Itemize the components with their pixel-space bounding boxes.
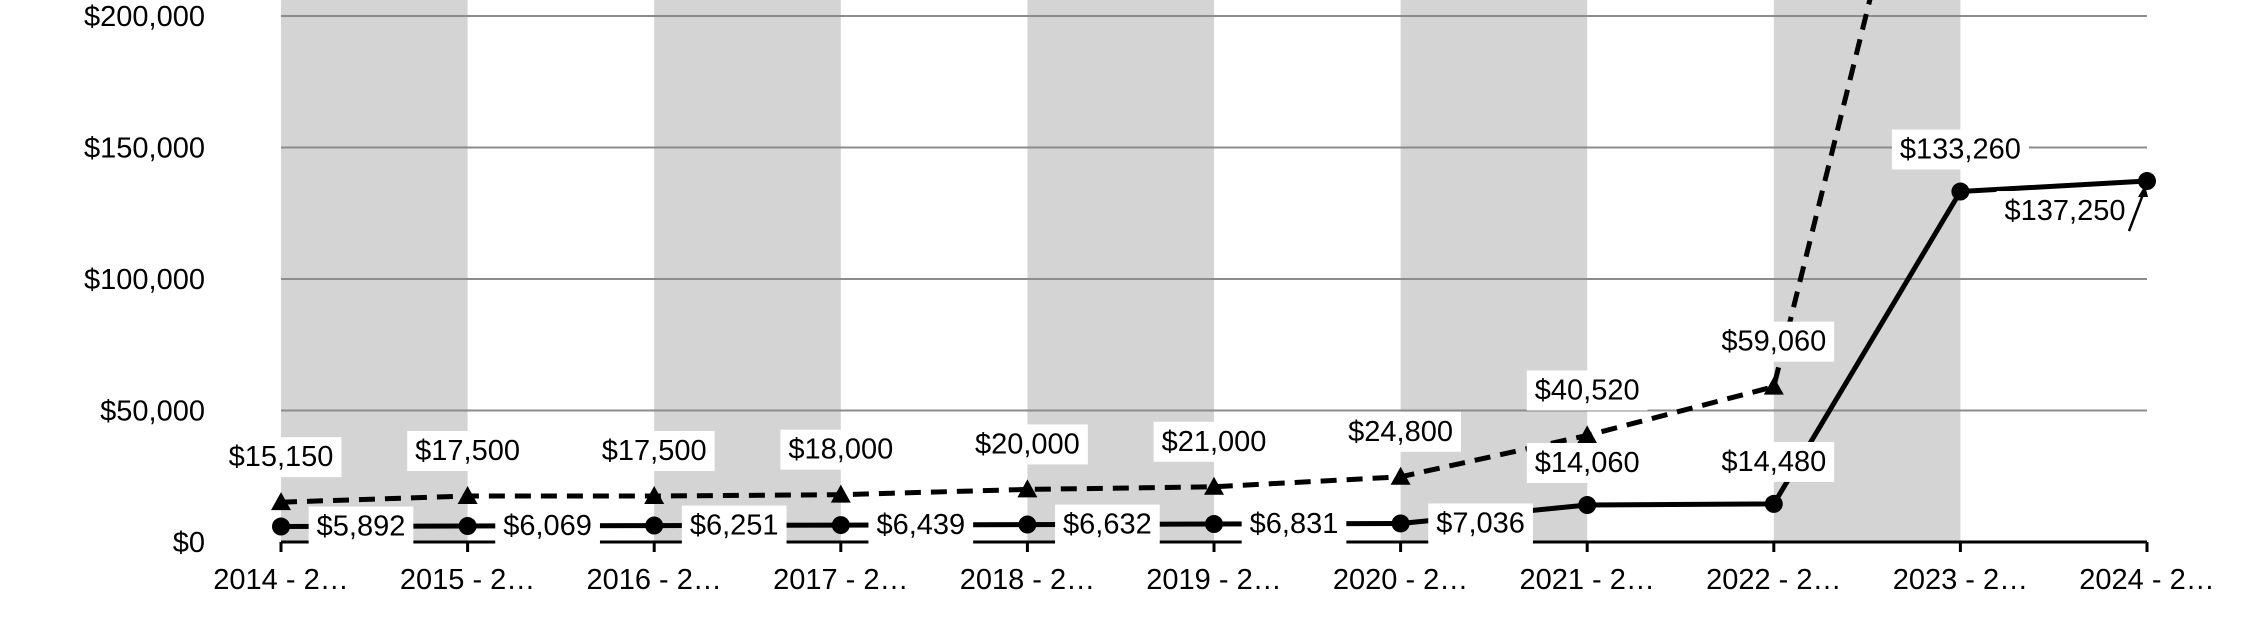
x-tick-label: 2018 - 2…: [960, 564, 1095, 596]
triangle-marker: [644, 485, 665, 504]
svg-text:$6,251: $6,251: [690, 510, 779, 542]
svg-text:$133,260: $133,260: [1900, 134, 2021, 166]
y-tick-label: $50,000: [100, 396, 205, 428]
circle-marker: [1764, 494, 1783, 513]
data-label: $40,520: [1526, 370, 1648, 411]
triangle-marker: [830, 484, 851, 503]
svg-text:$24,800: $24,800: [1348, 416, 1453, 448]
y-tick-label: $150,000: [84, 133, 205, 165]
x-tick-label: 2015 - 2…: [400, 564, 535, 596]
y-tick-label: $200,000: [84, 1, 205, 33]
data-label: $15,150: [220, 437, 342, 478]
data-label: $59,060: [1713, 321, 1835, 362]
x-tick-label: 2017 - 2…: [773, 564, 908, 596]
x-tick-label: 2021 - 2…: [1519, 564, 1654, 596]
svg-text:$14,060: $14,060: [1535, 447, 1640, 479]
svg-text:$6,069: $6,069: [503, 510, 592, 542]
data-label: $6,069: [495, 506, 600, 547]
x-tick-label: 2014 - 2…: [213, 564, 348, 596]
x-tick-label: 2022 - 2…: [1706, 564, 1841, 596]
data-label: $24,800: [1340, 411, 1462, 452]
circle-marker: [458, 517, 477, 536]
data-label: $14,060: [1526, 443, 1648, 484]
data-label: $20,000: [966, 424, 1088, 465]
data-label: $5,892: [308, 506, 414, 547]
data-label: $18,000: [780, 429, 902, 470]
data-label: $21,000: [1153, 421, 1275, 462]
svg-text:$5,892: $5,892: [317, 511, 406, 543]
x-tick-label: 2020 - 2…: [1333, 564, 1468, 596]
data-label: $137,250: [1996, 191, 2134, 232]
circle-marker: [1205, 515, 1223, 534]
data-label: $6,831: [1241, 504, 1347, 545]
series-markers: [271, 172, 2156, 536]
data-label: $7,036: [1428, 503, 1533, 544]
svg-text:$40,520: $40,520: [1535, 374, 1640, 406]
circle-marker: [1578, 496, 1597, 515]
x-tick-label: 2019 - 2…: [1146, 564, 1281, 596]
y-tick-label: $0: [173, 527, 205, 559]
circle-marker: [272, 517, 290, 536]
triangle-marker: [457, 485, 478, 504]
svg-text:$14,480: $14,480: [1721, 446, 1826, 478]
data-label: $6,439: [868, 505, 974, 546]
x-axis-ticks: [279, 542, 2149, 552]
circle-marker: [2138, 172, 2156, 191]
circle-marker: [1018, 515, 1037, 534]
triangle-marker: [1204, 476, 1224, 495]
x-tick-label: 2023 - 2…: [1893, 564, 2028, 596]
svg-text:$21,000: $21,000: [1162, 426, 1267, 458]
svg-text:$6,831: $6,831: [1250, 508, 1339, 540]
gridlines: [281, 15, 2147, 412]
triangle-marker: [1390, 466, 1411, 485]
triangle-marker: [271, 492, 291, 511]
svg-text:$18,000: $18,000: [788, 434, 893, 466]
circle-marker: [1951, 182, 1970, 201]
circle-marker: [1391, 514, 1410, 533]
x-axis-tick-labels: 2014 - 2… 2015 - 2… 2016 - 2… 2017 - 2… 2018…: [213, 564, 2214, 596]
y-axis-tick-labels: $0 $50,000 $100,000 $150,000 $200,000: [84, 1, 205, 559]
data-label: $17,500: [593, 430, 715, 471]
triangle-marker: [1017, 479, 1038, 498]
x-tick-label: 2016 - 2…: [586, 564, 721, 596]
svg-text:$59,060: $59,060: [1721, 326, 1826, 358]
x-tick-label: 2024 - 2…: [2079, 564, 2214, 596]
svg-text:$20,000: $20,000: [975, 428, 1080, 460]
dashed-series-line: [280, 0, 1873, 505]
y-tick-label: $100,000: [84, 264, 205, 296]
svg-text:$6,632: $6,632: [1063, 509, 1152, 541]
data-labels: $15,150 $17,500 $17,500 $18,000 $20,000 $21,0…: [220, 129, 2148, 547]
triangle-marker: [1577, 425, 1598, 444]
data-label: $6,632: [1055, 504, 1160, 545]
data-label: $14,480: [1713, 441, 1835, 482]
label-leader-arrow: [2138, 185, 2148, 198]
data-label: $17,500: [407, 430, 529, 471]
data-label: $133,260: [1891, 129, 2029, 170]
svg-text:$7,036: $7,036: [1436, 507, 1525, 539]
circle-marker: [831, 516, 850, 535]
circle-marker: [645, 516, 664, 535]
svg-text:$15,150: $15,150: [229, 441, 334, 473]
svg-text:$17,500: $17,500: [602, 435, 707, 467]
svg-text:$17,500: $17,500: [415, 435, 520, 467]
data-label: $6,251: [681, 505, 787, 546]
svg-text:$137,250: $137,250: [2005, 195, 2126, 227]
svg-text:$6,439: $6,439: [876, 509, 965, 541]
category-bands: [281, 0, 1961, 542]
triangle-marker: [1763, 376, 1784, 395]
